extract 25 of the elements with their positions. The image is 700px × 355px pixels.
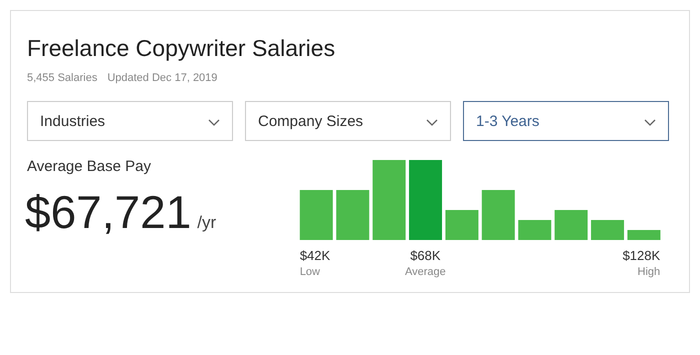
text: /yr [197, 213, 216, 232]
x-tick-label: $128K [622, 248, 661, 263]
bar [518, 220, 552, 240]
chart-title: Freelance Copywriter Salaries [27, 35, 336, 62]
bar [591, 220, 624, 240]
text: Low [300, 266, 320, 278]
text: High [638, 266, 660, 278]
bar [482, 190, 515, 240]
bar [627, 230, 660, 240]
x-tick-label: $42K [300, 248, 331, 263]
text: Updated Dec 17, 2019 [107, 72, 218, 84]
bar [445, 210, 478, 240]
bar [300, 190, 333, 240]
x-tick-label: $68K [410, 248, 441, 263]
dropdown-field: Industries [27, 101, 233, 141]
bar [554, 210, 588, 240]
text: Average [405, 266, 446, 278]
bar [372, 160, 406, 240]
text: Average Base Pay [27, 158, 151, 175]
text: 5,455 Salaries [27, 72, 98, 84]
text: $67,721 [25, 186, 192, 238]
bar [409, 160, 442, 240]
bar [336, 190, 370, 240]
dropdown-field: Company Sizes [245, 101, 451, 141]
dropdown-field: 1-3 Years [463, 101, 669, 141]
